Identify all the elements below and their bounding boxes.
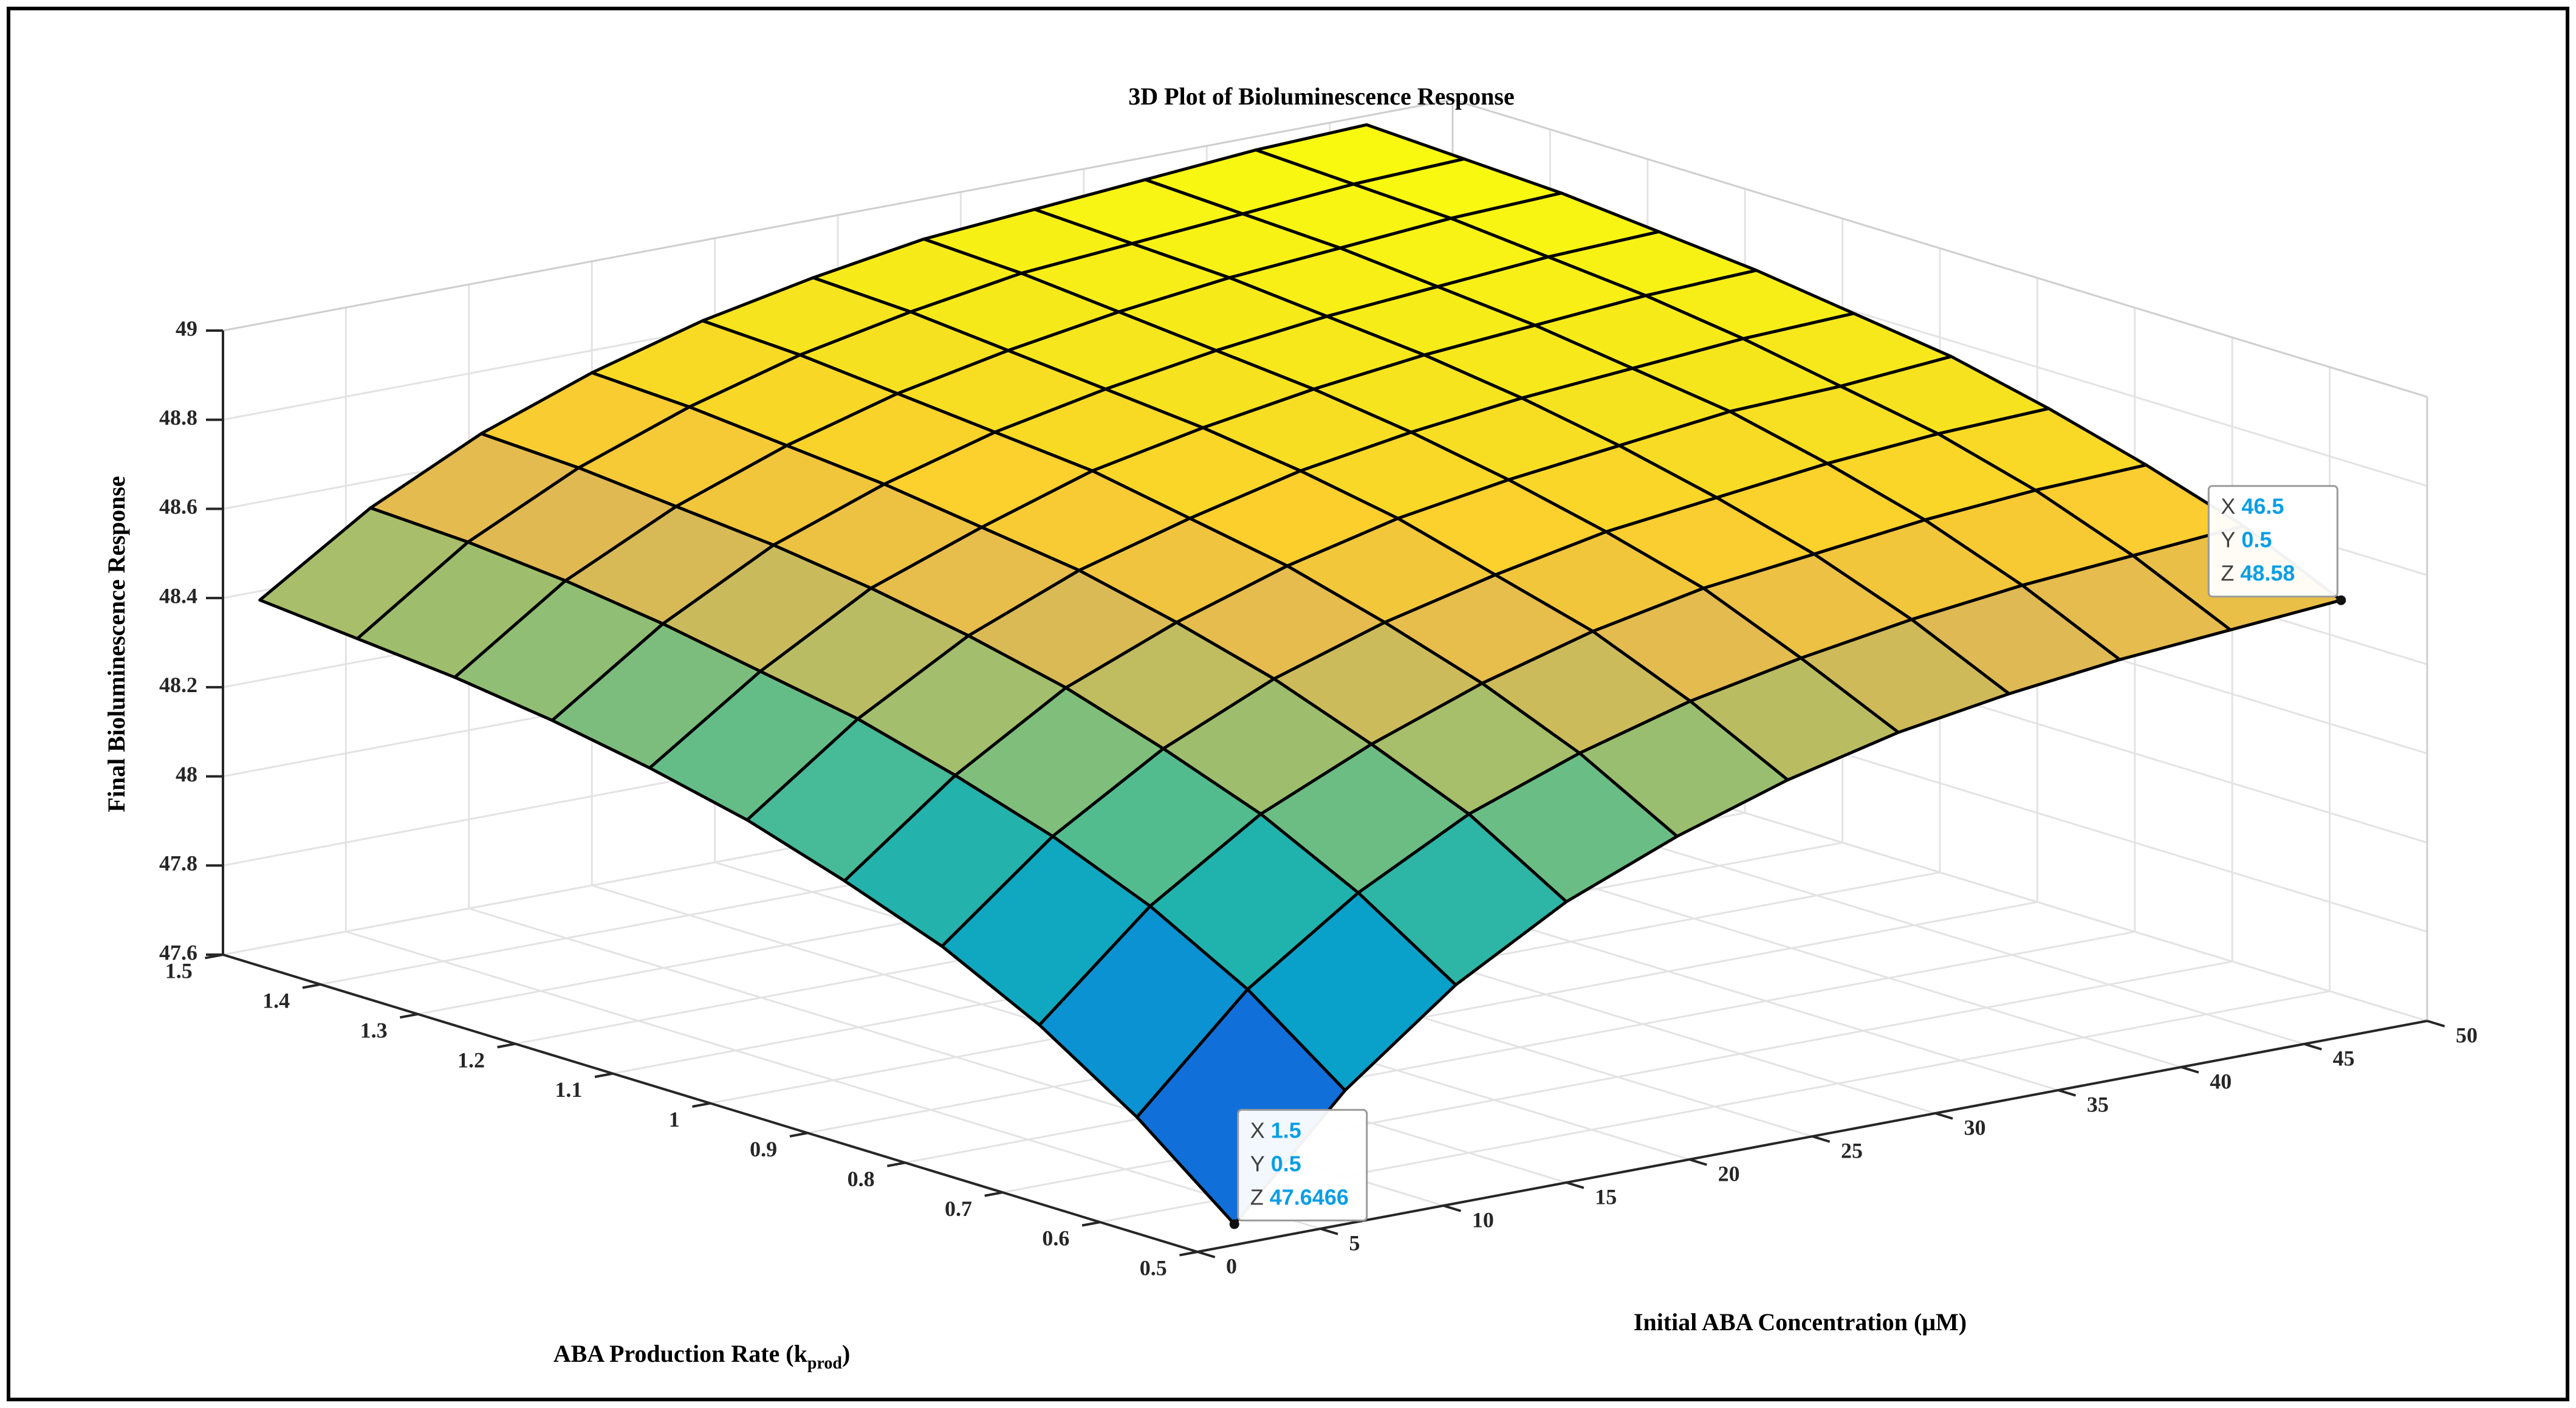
x-axis-label: Initial ABA Concentration (μM): [1634, 1308, 1967, 1336]
x-tick: [1566, 1181, 1584, 1189]
x-tick-label: 0: [1226, 1254, 1237, 1278]
x-tick-label: 35: [2087, 1092, 2109, 1116]
box-edge: [222, 98, 1453, 332]
datatip-text: Z 48.58: [2221, 560, 2295, 585]
datatip-text: X 46.5: [2221, 493, 2284, 518]
y-tick-label: 0.8: [848, 1167, 875, 1191]
datatip-marker: [2336, 595, 2346, 605]
y-tick-label: 1.5: [165, 959, 193, 983]
x-tick-label: 40: [2210, 1069, 2232, 1093]
x-tick-label: 45: [2333, 1046, 2355, 1070]
datatip-box: [1237, 1108, 1368, 1221]
y-tick-label: 1.3: [360, 1018, 388, 1042]
grid-line: [905, 930, 2136, 1164]
z-tick-label: 47.8: [159, 851, 197, 876]
y-label-main: ABA Production Rate (k: [553, 1340, 808, 1367]
x-tick: [1320, 1228, 1338, 1235]
datatip-label: X: [2221, 493, 2235, 518]
datatip-marker: [1229, 1219, 1239, 1229]
datatip-text: Y 0.5: [2221, 527, 2272, 552]
y-tick: [984, 1191, 1003, 1197]
datatip-text: Y 0.5: [1250, 1151, 1301, 1176]
x-tick-label: 5: [1349, 1231, 1360, 1255]
y-axis-label: ABA Production Rate (kprod): [553, 1340, 851, 1373]
x-tick: [2304, 1043, 2322, 1051]
z-tick-label: 48: [176, 762, 197, 786]
surface-layer: [258, 123, 2343, 1226]
z-tick-label: 49: [176, 316, 197, 340]
z-axis-label: Final Bioluminescence Response: [103, 476, 130, 812]
y-label-suffix: ): [842, 1340, 850, 1367]
y-tick-label: 1: [669, 1107, 680, 1132]
datatip-text: Z 47.6466: [1250, 1184, 1349, 1209]
y-tick: [1081, 1221, 1100, 1227]
x-tick-label: 10: [1472, 1207, 1494, 1232]
y-tick: [594, 1072, 613, 1079]
y-tick: [1179, 1251, 1198, 1257]
x-tick-label: 25: [1841, 1138, 1863, 1162]
datatip-value: 47.6466: [1270, 1184, 1349, 1209]
x-tick: [1812, 1135, 1831, 1143]
y-tick: [692, 1102, 711, 1108]
y-tick-label: 1.2: [457, 1048, 485, 1072]
datatip-value: 0.5: [1271, 1151, 1301, 1176]
x-tick-label: 30: [1964, 1115, 1985, 1139]
datatip-label: Z: [2221, 560, 2234, 585]
y-tick-label: 0.9: [750, 1137, 777, 1161]
x-tick: [1934, 1112, 1953, 1120]
datatip-value: 1.5: [1271, 1118, 1301, 1142]
chart-title: 3D Plot of Bioluminescence Response: [1128, 83, 1515, 110]
x-tick-label: 50: [2456, 1023, 2478, 1047]
axes-layer: 0 5 10 15 20 25 30 35 40 45 50 0.5 0.6 0.7 0.8 0.9 1 1.1 1…: [159, 98, 2478, 1280]
datatip-label: Y: [2221, 527, 2235, 552]
y-label-subscript: prod: [807, 1354, 842, 1373]
z-tick-label: 48.8: [159, 405, 197, 430]
datatip-value: 48.58: [2240, 560, 2295, 585]
x-tick: [1197, 1251, 1216, 1259]
x-tick: [2180, 1066, 2199, 1074]
y-tick: [302, 983, 321, 989]
y-tick-label: 0.6: [1042, 1226, 1069, 1251]
x-tick: [2427, 1020, 2445, 1028]
figure-border: [7, 7, 2569, 1401]
datatip-value: 46.5: [2241, 493, 2284, 518]
y-tick-label: 0.5: [1140, 1256, 1167, 1280]
z-tick-label: 48.2: [159, 673, 197, 697]
z-tick-label: 48.6: [159, 495, 197, 519]
datatip-label: Z: [1250, 1184, 1264, 1209]
y-tick-label: 1.1: [555, 1077, 582, 1102]
datatip-label: X: [1250, 1118, 1265, 1142]
datatip-label: Y: [1250, 1151, 1265, 1176]
x-tick: [1689, 1158, 1707, 1166]
z-tick-label: 47.6: [159, 940, 197, 964]
x-tick-label: 15: [1595, 1184, 1617, 1209]
x-tick: [1443, 1204, 1462, 1212]
x-tick: [2058, 1089, 2077, 1097]
z-tick-label: 48.4: [159, 583, 197, 608]
y-tick: [789, 1132, 808, 1138]
x-tick-label: 20: [1718, 1161, 1740, 1186]
datatip-box: [2207, 485, 2338, 598]
y-tick: [886, 1161, 906, 1167]
y-tick: [399, 1012, 419, 1019]
y-tick: [497, 1042, 516, 1049]
datatip-text: X 1.5: [1250, 1118, 1301, 1142]
datatip-value: 0.5: [2241, 527, 2272, 552]
box-edge: [1452, 98, 2428, 398]
y-tick-label: 0.7: [945, 1197, 972, 1221]
y-tick-label: 1.4: [262, 988, 290, 1012]
